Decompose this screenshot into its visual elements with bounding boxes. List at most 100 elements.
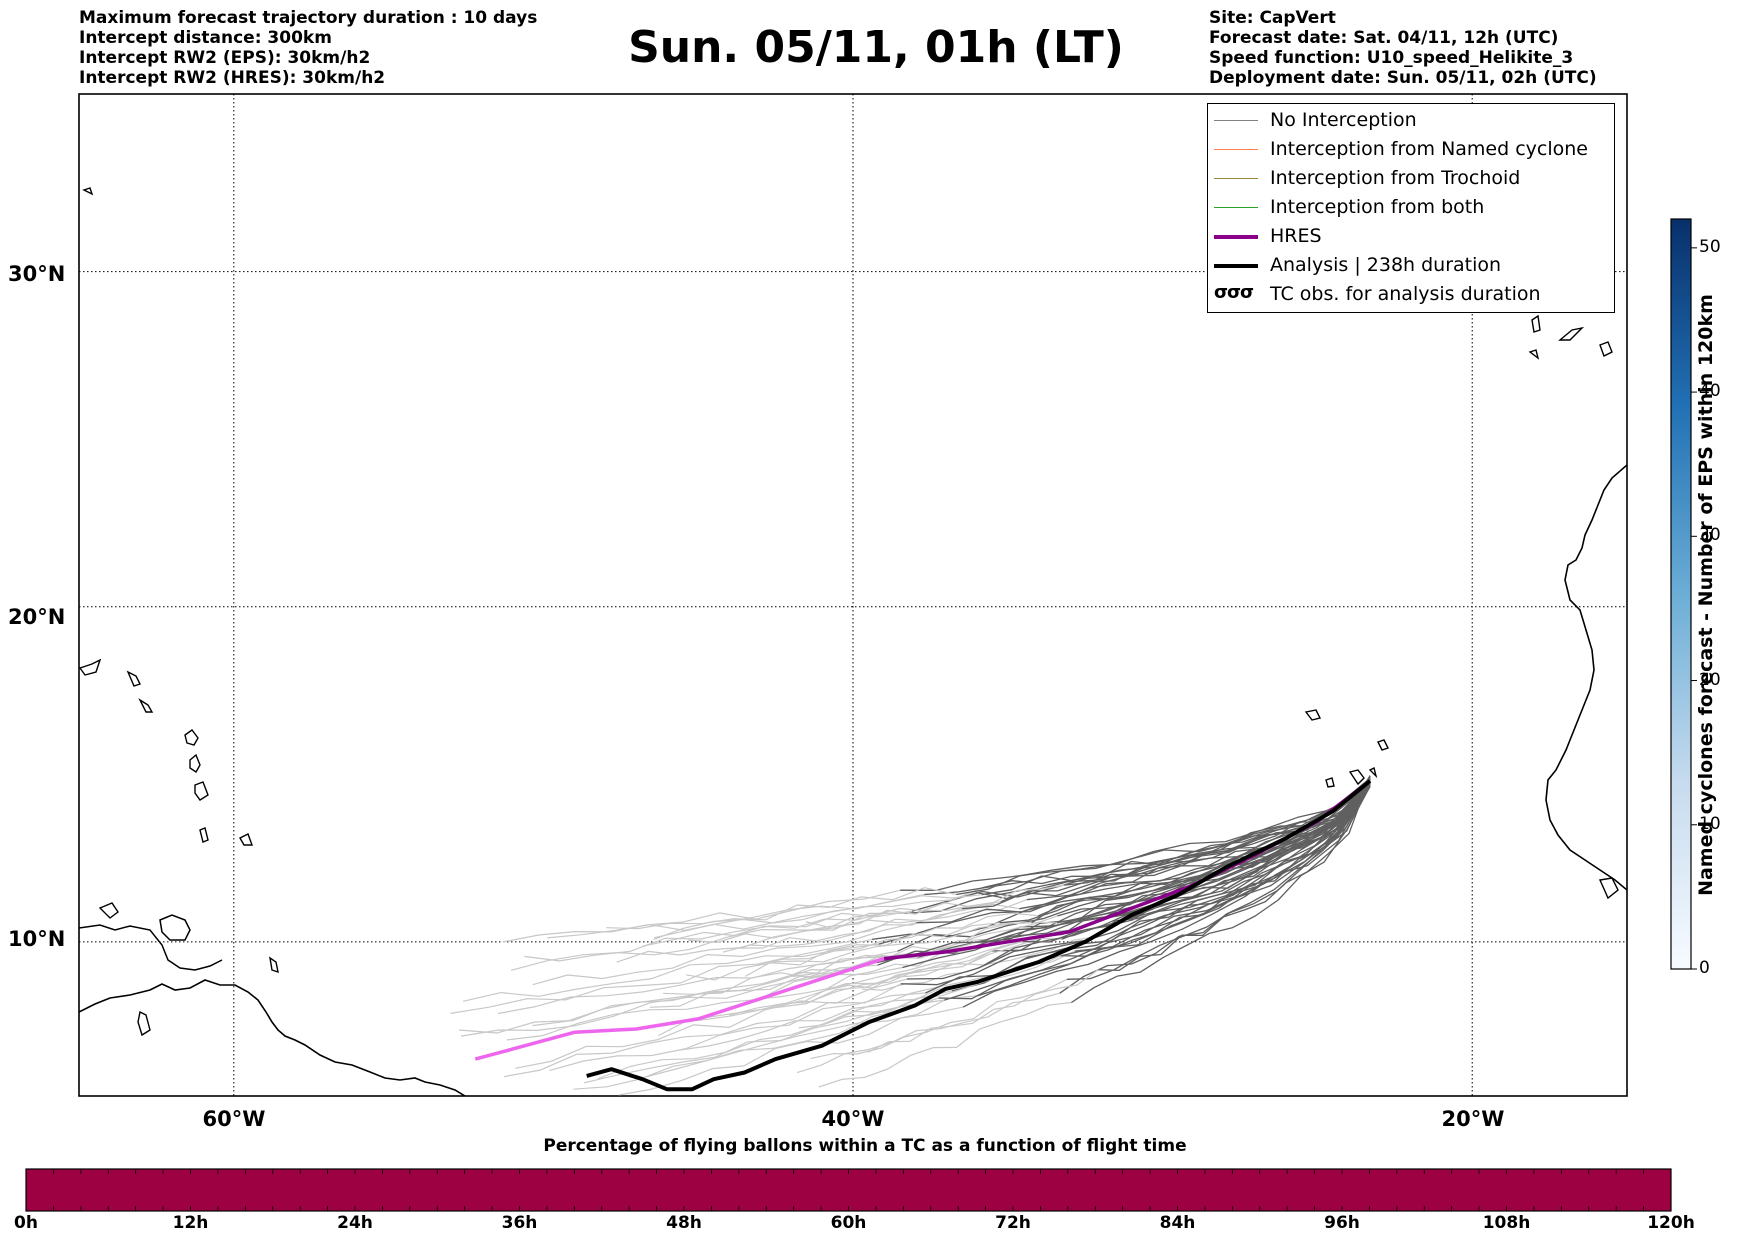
eps-track-far xyxy=(515,977,943,1069)
eps-track-far xyxy=(744,905,1058,977)
eps-track-near xyxy=(995,780,1371,975)
eps-track-near xyxy=(944,785,1371,1001)
eps-track-far xyxy=(618,990,995,1096)
legend-swatch-gray xyxy=(1214,120,1258,121)
eps-track-far xyxy=(462,932,917,1002)
analysis-track xyxy=(586,779,1372,1092)
cape-verde-island-2 xyxy=(1348,769,1365,786)
eps-track-near xyxy=(938,781,1371,1000)
header-left-line-3: Intercept RW2 (HRES): 30km/h2 xyxy=(79,68,386,88)
eps-track-near xyxy=(1098,775,1371,972)
eps-track-far xyxy=(671,949,1021,1023)
caribbean-island-1 xyxy=(184,729,199,746)
caribbean-island-7 xyxy=(138,698,154,713)
eps-track-far xyxy=(532,921,952,986)
eps-track-far xyxy=(679,958,1026,1051)
eps-track-far xyxy=(757,904,1065,965)
eps-track-near xyxy=(906,784,1371,980)
eps-track-near xyxy=(900,784,1371,986)
header-left-line-1: Intercept distance: 300km xyxy=(79,28,332,48)
lat-label-10n: 10°N xyxy=(8,927,66,951)
legend-swatch-black xyxy=(1214,264,1258,268)
legend-label: HRES xyxy=(1270,225,1322,247)
tc-percentage-tick-label: 120h xyxy=(1647,1213,1695,1233)
canary-island-1 xyxy=(1531,314,1541,333)
cyclone-colorbar-tick-label: 20 xyxy=(1699,669,1721,690)
trajectory-tracks xyxy=(450,775,1372,1096)
eps-track-far xyxy=(798,954,1085,1029)
eps-track-far xyxy=(450,933,911,1014)
graticule xyxy=(79,94,1627,1096)
cyclone-colorbar-tick-label: 50 xyxy=(1699,236,1721,257)
canary-island-4 xyxy=(1528,349,1540,360)
eps-track-far xyxy=(688,890,1030,944)
caribbean-island-2 xyxy=(189,753,201,773)
cyclone-symbol-icon: σσσ xyxy=(1214,282,1254,303)
tc-percentage-tick-label: 36h xyxy=(501,1213,538,1233)
cape-verde-island-3 xyxy=(1377,739,1389,751)
eps-track-near xyxy=(1026,783,1371,901)
eps-track-far xyxy=(810,978,1091,1060)
trinidad-2 xyxy=(137,1010,151,1037)
eps-track-near xyxy=(878,783,1371,945)
caribbean-island-10 xyxy=(239,833,253,846)
eps-track-far xyxy=(736,896,1054,949)
header-left-line-2: Intercept RW2 (EPS): 30km/h2 xyxy=(79,48,371,68)
tc-percentage-tick-label: 84h xyxy=(1159,1213,1196,1233)
lat-label-20n: 20°N xyxy=(8,605,66,629)
eps-track-near xyxy=(1060,779,1371,957)
eps-track-far xyxy=(502,889,937,943)
eps-track-far xyxy=(616,905,994,963)
eps-track-far xyxy=(805,882,1088,929)
header-right-line-2: Speed function: U10_speed_Helikite_3 xyxy=(1209,48,1574,68)
legend-label: Interception from Trochoid xyxy=(1270,167,1521,189)
eps-track-near xyxy=(876,784,1371,964)
header-right-line-1: Forecast date: Sat. 04/11, 12h (UTC) xyxy=(1209,28,1559,48)
eps-track-far xyxy=(722,903,1047,953)
eps-track-far xyxy=(606,887,989,930)
africa-coast xyxy=(1545,464,1627,891)
caribbean-island-9 xyxy=(82,187,94,196)
legend-item-hres: HRES xyxy=(1208,223,1614,252)
legend-swatch-green xyxy=(1214,207,1258,208)
south-america-coast xyxy=(79,979,466,1096)
legend-swatch-purple xyxy=(1214,235,1258,239)
map-title: Sun. 05/11, 01h (LT) xyxy=(628,22,1124,73)
eps-track-near xyxy=(1059,785,1371,994)
tc-percentage-tick-label: 60h xyxy=(830,1213,867,1233)
cyclone-colorbar xyxy=(1670,218,1692,970)
eps-track-far xyxy=(549,976,960,1072)
tc-percentage-tick-label: 48h xyxy=(666,1213,702,1233)
header-right-line-0: Site: CapVert xyxy=(1209,8,1336,28)
header-info-left: Maximum forecast trajectory duration : 1… xyxy=(79,8,537,88)
eps-track-near xyxy=(925,775,1371,994)
tc-percentage-colorbar-title: Percentage of flying ballons within a TC… xyxy=(543,1136,1187,1156)
legend-label: No Interception xyxy=(1270,109,1417,131)
legend-label: Analysis | 238h duration xyxy=(1270,254,1502,276)
eps-track-far xyxy=(685,919,1029,981)
cyclone-colorbar-ticks xyxy=(1691,247,1697,970)
cyclone-colorbar-tick-label: 0 xyxy=(1699,958,1710,978)
legend-item-named-cyclone: Interception from Named cyclone xyxy=(1208,136,1614,165)
tc-percentage-colorbar-ticks xyxy=(25,1169,1672,1211)
legend-item-trochoid: Interception from Trochoid xyxy=(1208,165,1614,194)
header-left-line-0: Maximum forecast trajectory duration : 1… xyxy=(79,8,538,28)
canary-island-2 xyxy=(1558,326,1585,341)
legend-item-analysis: Analysis | 238h duration xyxy=(1208,252,1614,281)
eps-track-far xyxy=(524,900,948,962)
eps-track-far xyxy=(755,933,1063,1000)
eps-track-far xyxy=(645,985,1009,1078)
legend-item-no-interception: No Interception xyxy=(1208,107,1614,136)
eps-track-far xyxy=(460,950,916,1037)
caribbean-island-4 xyxy=(199,827,209,843)
caribbean-island-8 xyxy=(98,902,119,919)
eps-track-near xyxy=(999,780,1371,924)
cyclone-colorbar-tick-label: 10 xyxy=(1699,813,1721,834)
legend-label: Interception from both xyxy=(1270,196,1485,218)
hres-track-faded xyxy=(474,956,885,1061)
eps-track-far xyxy=(818,986,1095,1088)
eps-track-far xyxy=(506,957,939,1041)
tc-percentage-tick-label: 96h xyxy=(1324,1213,1360,1233)
venezuela-coast-north xyxy=(79,924,223,971)
